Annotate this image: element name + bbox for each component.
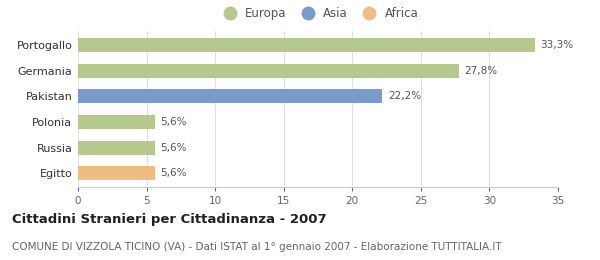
Bar	[78, 64, 459, 78]
Bar	[78, 140, 155, 154]
Bar	[78, 89, 382, 103]
Text: 5,6%: 5,6%	[160, 168, 187, 178]
Text: 33,3%: 33,3%	[540, 40, 573, 50]
Bar	[78, 38, 535, 52]
Text: COMUNE DI VIZZOLA TICINO (VA) - Dati ISTAT al 1° gennaio 2007 - Elaborazione TUT: COMUNE DI VIZZOLA TICINO (VA) - Dati IST…	[12, 242, 502, 252]
Text: 5,6%: 5,6%	[160, 117, 187, 127]
Text: Cittadini Stranieri per Cittadinanza - 2007: Cittadini Stranieri per Cittadinanza - 2…	[12, 213, 326, 226]
Bar	[78, 115, 155, 129]
Text: 22,2%: 22,2%	[388, 92, 421, 101]
Text: 5,6%: 5,6%	[160, 142, 187, 153]
Legend: Europa, Asia, Africa: Europa, Asia, Africa	[215, 4, 421, 22]
Text: 27,8%: 27,8%	[465, 66, 498, 76]
Bar	[78, 166, 155, 180]
